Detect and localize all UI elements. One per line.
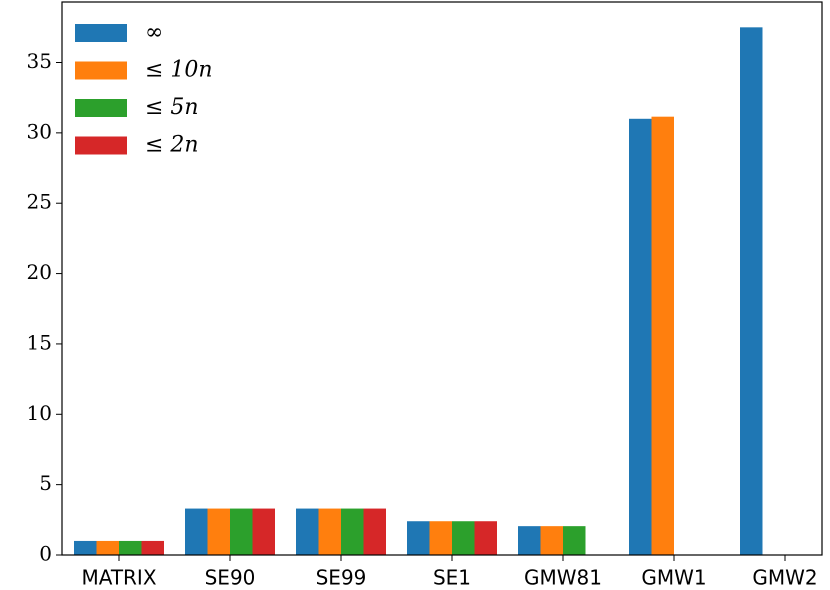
bar (629, 118, 652, 555)
bar (252, 508, 275, 555)
y-tick-label: 5 (39, 471, 52, 495)
y-tick-label: 25 (27, 190, 52, 214)
x-tick-label: GMW1 (641, 566, 706, 590)
bar (96, 540, 119, 555)
bar (207, 508, 230, 555)
y-tick-label: 35 (27, 49, 52, 73)
bar (185, 508, 208, 555)
legend-label: ≤ 10n (145, 58, 213, 83)
x-tick-label: GMW2 (752, 566, 817, 590)
y-tick-label: 15 (27, 330, 52, 354)
legend-swatch (75, 99, 127, 117)
y-tick-label: 20 (27, 260, 52, 284)
bar (318, 508, 341, 555)
x-tick-label: SE99 (316, 566, 367, 590)
x-tick-label: GMW81 (524, 566, 602, 590)
x-tick-label: MATRIX (81, 566, 156, 590)
bar (363, 508, 386, 555)
bar (540, 526, 563, 555)
bar (341, 508, 364, 555)
x-tick-label: SE90 (205, 566, 256, 590)
legend-swatch (75, 61, 127, 80)
bar (452, 521, 475, 555)
x-tick-label: SE1 (433, 566, 471, 590)
bar (296, 508, 319, 555)
bar (230, 508, 253, 555)
bar (563, 526, 586, 555)
y-tick-label: 30 (27, 119, 52, 143)
bar (407, 521, 430, 555)
bar (651, 116, 674, 555)
legend-swatch (75, 24, 127, 42)
bar (429, 521, 452, 555)
bar (141, 540, 164, 555)
y-tick-label: 0 (39, 542, 52, 566)
bar (474, 521, 497, 555)
bar (74, 540, 97, 555)
legend-label: ∞ (145, 20, 163, 45)
bar (740, 27, 763, 555)
bar (119, 540, 142, 555)
legend-label: ≤ 5n (145, 95, 199, 120)
legend-swatch (75, 136, 127, 155)
legend-label: ≤ 2n (145, 133, 199, 158)
y-tick-label: 10 (27, 401, 52, 425)
plot-frame (61, 1, 823, 556)
bar (518, 526, 541, 555)
